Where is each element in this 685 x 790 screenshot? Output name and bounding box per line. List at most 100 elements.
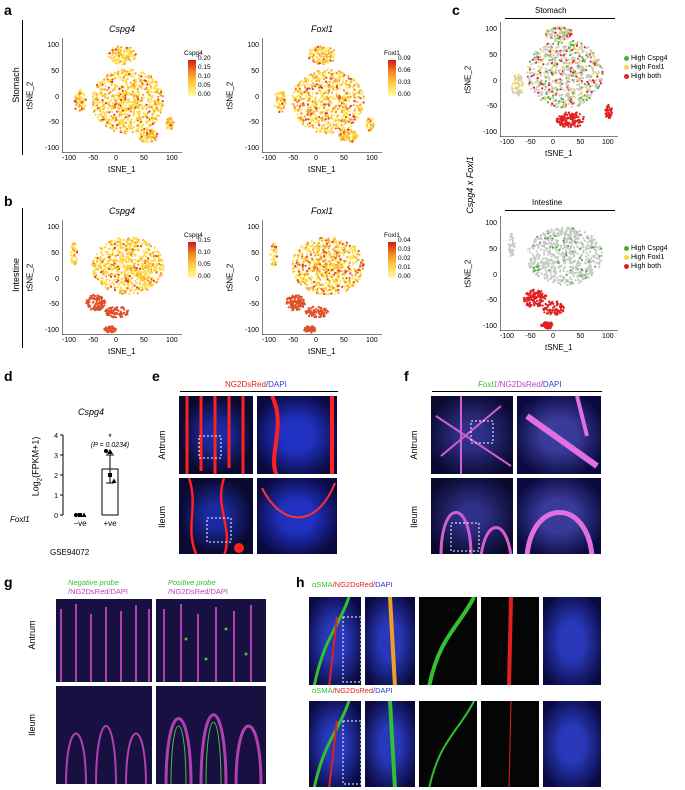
e-row-ileum: Ileum: [157, 506, 167, 529]
c-legend-item: High Cspg4: [624, 245, 668, 252]
x-tick-label: -50: [525, 139, 536, 146]
colorbar: [388, 242, 396, 278]
colorbar: [388, 60, 396, 96]
y-tick-label: 50: [489, 245, 497, 253]
h-tile-r2-c1: [308, 700, 362, 788]
g-ileum-negative: [55, 685, 153, 785]
colorbar-title: Cspg4: [184, 50, 203, 57]
y-tick-label: 100: [247, 42, 259, 49]
c-legend-item: High Foxl1: [624, 64, 664, 71]
d-x-tick-label: −ve: [73, 519, 87, 528]
h-tile-r2-c2: [364, 700, 416, 788]
c-stomach-line: [505, 18, 615, 19]
y-tick-label: 100: [247, 224, 259, 231]
colorbar-tick: 0.10: [198, 73, 211, 80]
y-tick-label: 0: [493, 271, 497, 279]
x-tick-label: -100: [62, 337, 77, 344]
colorbar-tick: 0.05: [198, 82, 211, 89]
g-row-antrum: Antrum: [27, 620, 37, 650]
x-tick-label: 0: [314, 155, 318, 162]
x-tick-label: -50: [88, 337, 99, 344]
c-legend-item: High Foxl1: [624, 254, 664, 261]
d-x-tick-label: +ve: [103, 519, 117, 528]
d-data-point: [81, 512, 87, 517]
g-antrum-negative: [55, 598, 153, 683]
colorbar: [188, 242, 196, 278]
x-tick-label: -50: [288, 337, 299, 344]
y-tick-label: -50: [48, 301, 59, 309]
colorbar: [188, 60, 196, 96]
d-data-point: [104, 449, 108, 453]
colorbar-tick: 0.05: [198, 261, 211, 268]
h-header-top: αSMA/NG2DsRed/DAPI: [312, 580, 393, 589]
colorbar-tick: 0.00: [398, 91, 411, 98]
d-y-tick-label: 2: [54, 473, 58, 480]
y-tick-label: 0: [55, 275, 59, 283]
b-foxl1-tsne: [261, 220, 382, 340]
x-tick-label: 0: [551, 333, 555, 340]
f-row-ileum: Ileum: [409, 506, 419, 529]
panel-label-b: b: [4, 193, 13, 209]
d-y-tick-label: 4: [54, 433, 58, 440]
h-tile-r2-c3: [418, 700, 478, 788]
plot-title: Cspg4: [108, 206, 135, 216]
x-tick-label: 0: [314, 337, 318, 344]
y-tick-label: -50: [248, 301, 259, 309]
panel-label-h: h: [296, 574, 305, 590]
y-tick-label: 0: [255, 93, 259, 101]
f-antrum-image: [430, 395, 514, 475]
d-data-point: [108, 473, 112, 477]
x-tick-label: 50: [140, 337, 148, 344]
y-tick-label: 100: [47, 42, 59, 49]
d-y-tick-label: 3: [54, 453, 58, 460]
d-dataset: GSE94072: [50, 548, 90, 557]
colorbar-tick: 0.02: [398, 255, 411, 262]
c-intestine-header: Intestine: [532, 198, 563, 207]
x-tick-label: -50: [288, 155, 299, 162]
d-data-point: [74, 513, 78, 517]
g-row-ileum: Ileum: [27, 714, 37, 737]
y-tick-label: -100: [44, 327, 59, 334]
y-tick-label: -50: [486, 103, 497, 111]
y-tick-label: -100: [482, 129, 497, 136]
y-tick-label: 50: [51, 67, 59, 75]
e-ileum-zoom: [256, 477, 338, 555]
h-tile-r1-c1: [308, 596, 362, 686]
colorbar-title: Foxl1: [384, 50, 400, 57]
colorbar-tick: 0.00: [198, 91, 211, 98]
g-right-header: Positive probe/NG2DsRed/DAPI: [168, 578, 229, 596]
colorbar-tick: 0.00: [398, 273, 411, 280]
c-stomach-tsne: [499, 22, 618, 142]
c-legend-item: High Cspg4: [624, 55, 668, 62]
d-y-tick-label: 1: [54, 493, 58, 500]
panel-label-a: a: [4, 2, 12, 18]
panel-label-e: e: [152, 368, 160, 384]
y-tick-label: 50: [489, 51, 497, 59]
g-left-header: Negative probe/NG2DsRed/DAPI: [68, 578, 129, 596]
x-axis-label: tSNE_1: [545, 149, 573, 158]
d-data-point: [78, 513, 82, 517]
c-intestine-tsne: [499, 216, 618, 336]
x-tick-label: -100: [62, 155, 77, 162]
y-tick-label: -100: [482, 323, 497, 330]
h-tile-r1-c5: [542, 596, 602, 686]
d-arrow-icon: [107, 449, 113, 454]
h-tile-r1-c4: [480, 596, 540, 686]
c-intestine-line: [505, 210, 615, 211]
x-axis-label: tSNE_1: [545, 343, 573, 352]
d-group-label: Foxl1: [10, 515, 30, 524]
colorbar-title: Foxl1: [384, 232, 400, 239]
panel-label-f: f: [404, 368, 409, 384]
x-tick-label: 0: [551, 139, 555, 146]
e-antrum-zoom: [256, 395, 338, 475]
legend-marker-icon: [624, 245, 629, 251]
d-data-point: [111, 478, 117, 483]
y-tick-label: 0: [255, 275, 259, 283]
y-tick-label: -50: [486, 297, 497, 305]
x-tick-label: -100: [500, 333, 515, 340]
plot-title: Foxl1: [310, 24, 333, 34]
c-legend-item: High both: [624, 73, 661, 80]
row-label-stomach: Stomach: [11, 67, 21, 103]
plot-title: Cspg4: [108, 24, 135, 34]
x-tick-label: 0: [114, 337, 118, 344]
